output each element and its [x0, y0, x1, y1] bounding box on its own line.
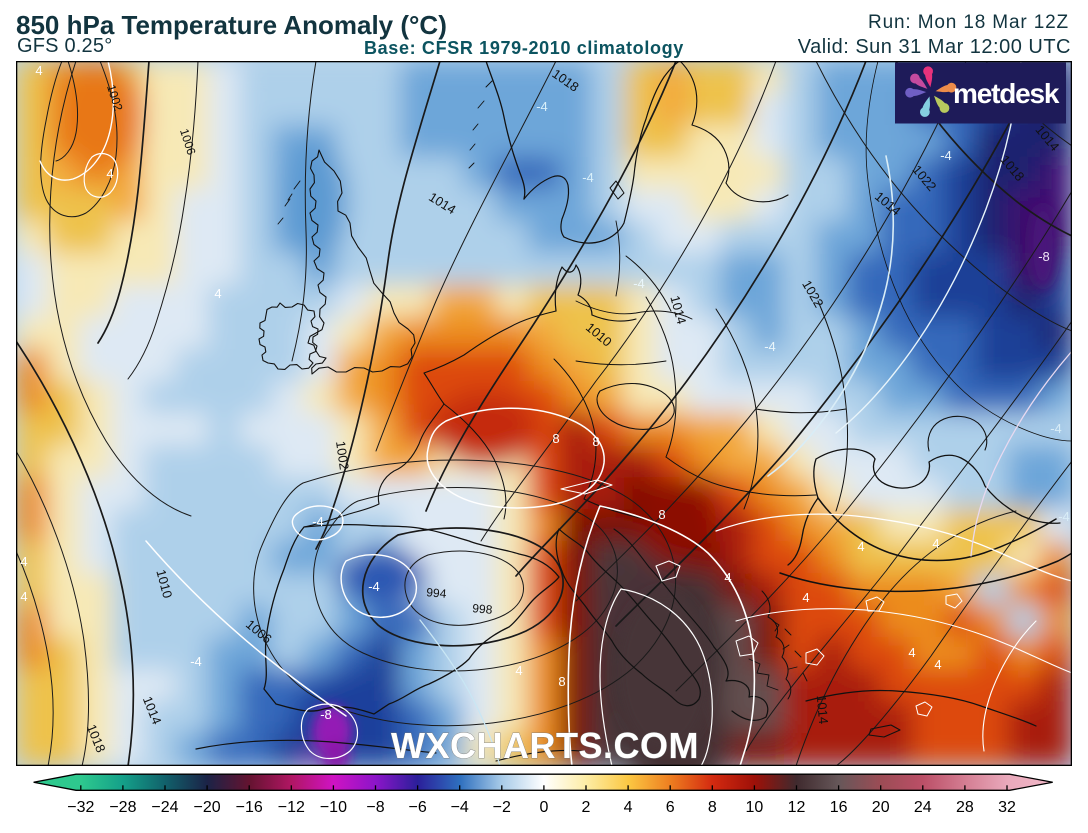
svg-text:-4: -4: [368, 579, 380, 594]
svg-text:8: 8: [552, 431, 559, 446]
svg-text:4: 4: [908, 645, 915, 660]
svg-text:20: 20: [872, 799, 890, 816]
svg-text:8: 8: [658, 507, 665, 522]
svg-text:-4: -4: [1050, 421, 1062, 436]
svg-text:-4: -4: [190, 654, 202, 669]
svg-text:4: 4: [624, 799, 633, 816]
svg-text:-4: -4: [312, 514, 324, 529]
svg-text:WXCHARTS.COM: WXCHARTS.COM: [391, 725, 699, 766]
svg-text:4: 4: [934, 657, 941, 672]
svg-text:4: 4: [932, 536, 939, 551]
svg-text:−24: −24: [151, 799, 178, 816]
svg-text:1014: 1014: [814, 695, 831, 725]
svg-text:−28: −28: [109, 799, 136, 816]
svg-text:6: 6: [666, 799, 675, 816]
svg-text:1002: 1002: [333, 440, 352, 471]
svg-text:32: 32: [998, 799, 1016, 816]
svg-text:4: 4: [857, 539, 864, 554]
svg-text:−6: −6: [408, 799, 426, 816]
svg-text:8: 8: [592, 434, 599, 449]
svg-text:-8: -8: [1038, 249, 1050, 264]
svg-text:4: 4: [724, 570, 731, 585]
svg-text:998: 998: [472, 601, 493, 617]
svg-text:-4: -4: [582, 170, 594, 185]
svg-text:4: 4: [20, 554, 27, 569]
svg-text:994: 994: [426, 585, 447, 601]
svg-text:28: 28: [956, 799, 974, 816]
svg-text:−32: −32: [67, 799, 94, 816]
svg-text:4: 4: [802, 590, 809, 605]
svg-text:0: 0: [539, 799, 548, 816]
svg-text:−20: −20: [194, 799, 221, 816]
svg-text:1014: 1014: [667, 294, 689, 326]
svg-text:−12: −12: [278, 799, 305, 816]
svg-text:4: 4: [35, 63, 42, 78]
svg-text:-4: -4: [940, 148, 952, 163]
svg-text:4: 4: [515, 663, 522, 678]
svg-text:16: 16: [830, 799, 848, 816]
svg-text:-4: -4: [536, 99, 548, 114]
svg-text:−4: −4: [451, 799, 469, 816]
svg-text:-4: -4: [764, 339, 776, 354]
svg-text:8: 8: [708, 799, 717, 816]
svg-text:−8: −8: [366, 799, 384, 816]
svg-text:10: 10: [746, 799, 764, 816]
svg-text:metdesk: metdesk: [953, 78, 1060, 109]
svg-text:2: 2: [582, 799, 591, 816]
svg-text:-4: -4: [1058, 509, 1070, 524]
svg-text:−10: −10: [320, 799, 347, 816]
svg-text:−2: −2: [493, 799, 511, 816]
svg-text:4: 4: [20, 589, 27, 604]
svg-text:1010: 1010: [153, 568, 175, 600]
svg-text:−16: −16: [236, 799, 263, 816]
svg-text:8: 8: [558, 674, 565, 689]
svg-text:12: 12: [788, 799, 806, 816]
svg-text:24: 24: [914, 799, 932, 816]
svg-text:-4: -4: [633, 276, 645, 291]
svg-text:4: 4: [106, 166, 113, 181]
svg-text:-8: -8: [320, 707, 332, 722]
svg-text:4: 4: [214, 286, 221, 301]
